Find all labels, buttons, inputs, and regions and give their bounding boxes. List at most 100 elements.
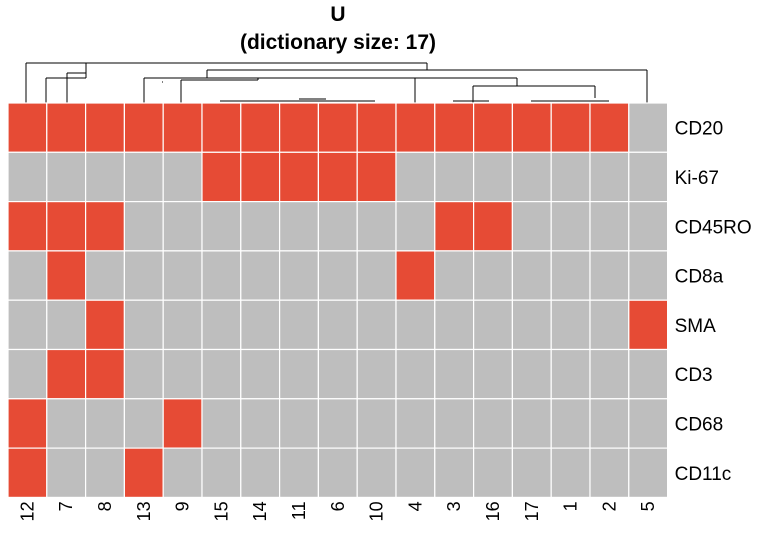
heatmap-cell [395,299,436,351]
heatmap-cell [511,299,552,351]
heatmap-cell [279,299,320,351]
column-label: 4 [405,501,425,511]
heatmap-cell [7,398,48,449]
column-dendrogram [25,62,648,103]
heatmap-cell [589,398,630,449]
heatmap-cell [628,299,669,351]
heatmap-cell [201,250,242,301]
heatmap-cell [628,201,669,252]
heatmap-cell [162,102,203,153]
heatmap-cell [356,250,397,301]
heatmap-cell [434,299,475,351]
heatmap-cell [201,447,242,499]
row-label: CD68 [675,414,724,435]
heatmap-cell [279,398,320,449]
row-label: SMA [675,316,717,337]
heatmap-cell [511,447,552,499]
heatmap-cell [123,299,164,351]
heatmap-cell [84,201,125,252]
heatmap-cell [628,447,669,499]
row-label: Ki-67 [675,168,719,189]
heatmap-cell [46,102,87,153]
column-label: 6 [328,501,348,511]
heatmap-cell [123,201,164,252]
heatmap-cell [511,201,552,252]
column-label: 16 [483,501,503,521]
heatmap-cell [201,102,242,153]
column-label: 2 [599,501,619,511]
column-labels: 12 7 8 13 9 15 14 11 6 10 4 3 16 17 1 2 5 [17,501,658,521]
column-label: 8 [95,501,115,511]
heatmap-cell [201,201,242,252]
row-label: CD11c [675,464,732,485]
heatmap-cell [356,348,397,400]
column-label: 3 [444,501,464,511]
heatmap-cell [511,348,552,400]
heatmap-cell [201,398,242,449]
row-label: CD3 [675,365,713,386]
heatmap-cell [46,151,87,203]
heatmap-cell [240,151,281,203]
heatmap-cell [317,151,358,203]
heatmap-cell [511,102,552,153]
heatmap-cell [240,201,281,252]
heatmap-cell [589,447,630,499]
heatmap-cell [550,398,591,449]
heatmap-cell [317,447,358,499]
heatmap-cell [279,102,320,153]
column-label: 10 [367,501,387,521]
column-label: 14 [250,501,270,521]
heatmap-cell [279,250,320,301]
heatmap-cell [550,250,591,301]
column-label: 1 [561,501,581,511]
row-label: CD45RO [675,217,752,238]
heatmap-cell [240,250,281,301]
column-label: 7 [56,501,76,511]
heatmap-cell [473,348,514,400]
heatmap-cell [434,151,475,203]
heatmap-cell [162,398,203,449]
heatmap-cell [46,299,87,351]
heatmap-cell [123,250,164,301]
heatmap-cell [473,250,514,301]
heatmap-cell [356,398,397,449]
heatmap-cell [473,447,514,499]
column-label: 12 [17,501,37,521]
heatmap-cell [589,201,630,252]
heatmap-cell [7,299,48,351]
heatmap-cell [395,151,436,203]
heatmap-cell [550,299,591,351]
heatmap-cell [473,398,514,449]
heatmap-cell [84,348,125,400]
heatmap-cell [279,447,320,499]
heatmap-cell [84,398,125,449]
heatmap-cell [317,201,358,252]
heatmap-cell [473,102,514,153]
heatmap-cell [356,151,397,203]
heatmap-cell [395,102,436,153]
heatmap-cell [628,102,669,153]
chart-title: U [330,3,346,26]
heatmap-cell [240,348,281,400]
heatmap-cell [84,250,125,301]
heatmap-cell [46,348,87,400]
heatmap-cell [395,201,436,252]
heatmap-cell [628,398,669,449]
heatmap-cell [46,398,87,449]
heatmap-cell [317,348,358,400]
heatmap-cell [123,398,164,449]
heatmap-cell [162,250,203,301]
heatmap-cell [356,299,397,351]
heatmap-cell [240,447,281,499]
column-label: 15 [211,501,231,521]
column-label: 9 [173,501,193,511]
heatmap-cell [317,398,358,449]
row-labels: CD20 Ki-67 CD45RO CD8a SMA CD3 CD68 CD11c [675,119,752,485]
heatmap-cell [434,102,475,153]
heatmap-cell [162,447,203,499]
heatmap-cell [589,299,630,351]
column-label: 11 [289,501,309,520]
heatmap-cell [279,201,320,252]
heatmap-cell [46,201,87,252]
heatmap-cell [550,102,591,153]
